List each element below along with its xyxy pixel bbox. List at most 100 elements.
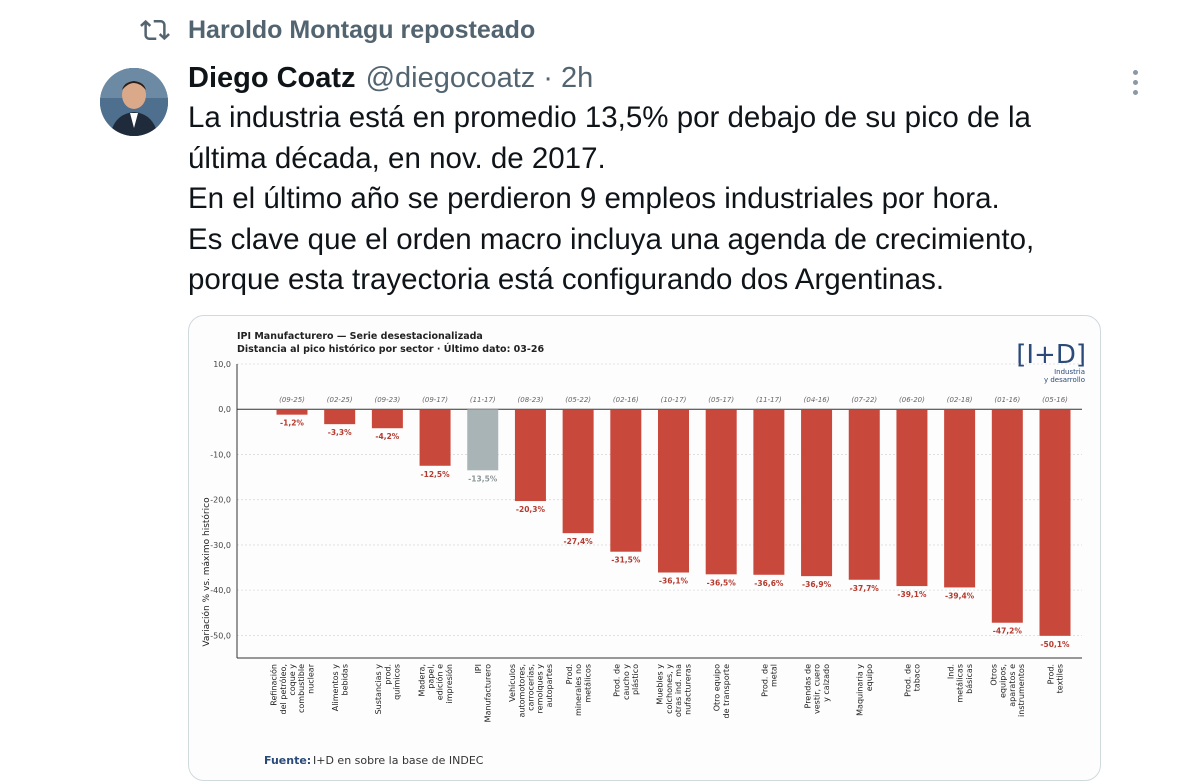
logo-sub: Industria — [1054, 368, 1085, 376]
repost-icon — [140, 15, 170, 45]
bar-value-label: -12,5% — [420, 470, 450, 479]
x-tick-label: Otros equipos, aparatos e instrumentos — [990, 664, 1027, 717]
bar — [514, 409, 546, 502]
tweet-line: Es clave que el orden macro incluya una … — [188, 222, 1035, 256]
x-tick-label-line: Refinación — [269, 664, 279, 706]
bar — [610, 409, 642, 552]
x-tick-label-line: nuclear — [306, 663, 315, 694]
x-tick-label-line: Otros — [990, 664, 999, 686]
x-tick-label-line: Madera, — [417, 664, 426, 697]
x-tick-label: Prod. textiles — [1046, 664, 1064, 693]
more-options-icon[interactable] — [1118, 62, 1152, 102]
bar — [371, 409, 403, 429]
x-tick-label: Prod. minerales no metálicos — [565, 664, 592, 716]
x-tick-label-line: textiles — [1056, 664, 1065, 693]
x-tick-label: Prendas de vestir, cuero y calzado — [803, 664, 830, 714]
x-tick-label-line: de transporte — [722, 664, 731, 719]
peak-date-label: (04-16) — [804, 396, 830, 404]
bar-value-label: -13,5% — [468, 474, 498, 483]
x-tick-label-line: vestir, cuero — [813, 664, 822, 714]
bar — [467, 409, 499, 471]
x-tick-label: Refinación del petróleo, coque y combustibl… — [269, 663, 316, 714]
x-tick-label: Madera, papel, edición e impresión — [417, 664, 454, 704]
x-tick-label-line: aparatos e — [1008, 664, 1017, 707]
x-tick-label-line: Manufacturero — [483, 664, 492, 722]
x-tick-label-line: Muebles y — [656, 664, 665, 705]
x-tick-label-line: IPI — [474, 664, 483, 674]
y-tick-label: -30,0 — [210, 541, 231, 550]
author-handle[interactable]: @diegocoatz — [365, 61, 536, 94]
x-tick-label-line: químicos — [393, 664, 402, 700]
tweet-header: Diego Coatz @diegocoatz · 2h — [188, 58, 593, 98]
bar — [753, 409, 785, 575]
x-tick-label-line: equipo — [865, 664, 874, 691]
y-tick-label: -20,0 — [210, 496, 231, 505]
x-tick-label-line: equipos, — [999, 664, 1008, 698]
x-tick-label: Sustancias y prod. químicos — [374, 664, 401, 715]
tweet-media-chart[interactable]: IPI Manufacturero — Serie desestacionali… — [188, 315, 1101, 781]
bar — [1039, 409, 1071, 636]
bar-value-label: -27,4% — [564, 537, 594, 546]
peak-date-label: (11-17) — [756, 396, 782, 404]
x-tick-label-line: otras ind. ma — [674, 664, 683, 717]
y-tick-label: 10,0 — [213, 360, 231, 369]
x-tick-label: Alimentos y bebidas — [331, 664, 349, 711]
x-tick-label-line: básicas — [965, 664, 974, 694]
x-tick-label-line: Prod. — [1046, 664, 1055, 684]
x-tick-label-line: Ind. — [946, 664, 955, 679]
bar-value-label: -39,1% — [897, 590, 927, 599]
bar — [705, 409, 737, 575]
x-tick-label: Maquinaria y equipo — [856, 664, 874, 716]
x-tick-label-line: combustible — [297, 664, 306, 713]
tweet-line: porque esta trayectoria está configurand… — [188, 263, 945, 296]
x-tick-label: Ind. metálicas básicas — [946, 664, 973, 703]
x-tick-label-line: carrocerías, — [526, 664, 535, 711]
x-tick-label-line: nufactureras — [683, 664, 692, 715]
chart-title: IPI Manufacturero — Serie desestacionali… — [237, 331, 483, 342]
author-name[interactable]: Diego Coatz — [188, 61, 356, 94]
x-tick-label-line: tabaco — [913, 664, 922, 691]
timestamp[interactable]: 2h — [560, 61, 594, 94]
peak-date-label: (05-17) — [708, 396, 734, 404]
bar-value-label: -3,3% — [328, 428, 352, 437]
bar-value-label: -4,2% — [375, 432, 399, 441]
peak-date-label: (11-17) — [470, 396, 496, 404]
avatar[interactable] — [100, 68, 168, 136]
x-tick-label-line: Maquinaria y — [856, 664, 865, 716]
x-tick-label: IPI Manufacturero — [474, 664, 492, 722]
peak-date-label: (01-16) — [994, 396, 1020, 404]
peak-date-label: (08-23) — [518, 396, 544, 404]
x-tick-label-line: Prod. de — [760, 664, 769, 697]
repost-label[interactable]: Haroldo Montagu reposteado — [188, 15, 536, 44]
x-tick-label-line: Prendas de — [803, 664, 812, 709]
x-tick-label-line: colchones, y — [665, 664, 674, 714]
bar-value-label: -20,3% — [516, 505, 546, 514]
x-tick-label-line: bebidas — [340, 664, 349, 695]
bar — [896, 409, 928, 587]
x-tick-label-line: autopartes — [545, 664, 554, 708]
bar-value-label: -37,7% — [850, 584, 880, 593]
bar-chart: IPI Manufacturero — Serie desestacionali… — [201, 331, 1086, 767]
x-tick-label-line: metal — [769, 664, 778, 687]
peak-date-label: (02-16) — [613, 396, 639, 404]
x-tick-label: Otro equipo de transporte — [713, 664, 731, 719]
bar-value-label: -1,2% — [280, 419, 304, 428]
logo: [I+D] — [1016, 340, 1086, 370]
x-tick-label-line: remolques y — [536, 664, 545, 714]
x-tick-label-line: Vehículos — [508, 664, 517, 702]
bar — [658, 409, 689, 573]
separator: · — [543, 61, 553, 94]
x-tick-label-line: prod. — [383, 664, 392, 685]
peak-date-label: (05-16) — [1042, 396, 1068, 404]
x-tick-label-line: impresión — [444, 664, 454, 703]
y-tick-label: -50,0 — [210, 631, 231, 640]
y-tick-label: -40,0 — [210, 586, 231, 595]
x-tick-label-line: plástico — [631, 664, 640, 695]
x-tick-label-line: metálicos — [583, 664, 592, 703]
source-text: I+D en sobre la base de INDEC — [313, 754, 484, 767]
x-tick-label-line: metálicas — [956, 664, 965, 703]
x-tick-label-line: Prod. de — [903, 664, 912, 697]
x-tick-label: Prod. de tabaco — [903, 664, 921, 697]
x-tick-label-line: automotores, — [517, 664, 526, 717]
x-tick-label-line: Otro equipo — [713, 664, 722, 711]
